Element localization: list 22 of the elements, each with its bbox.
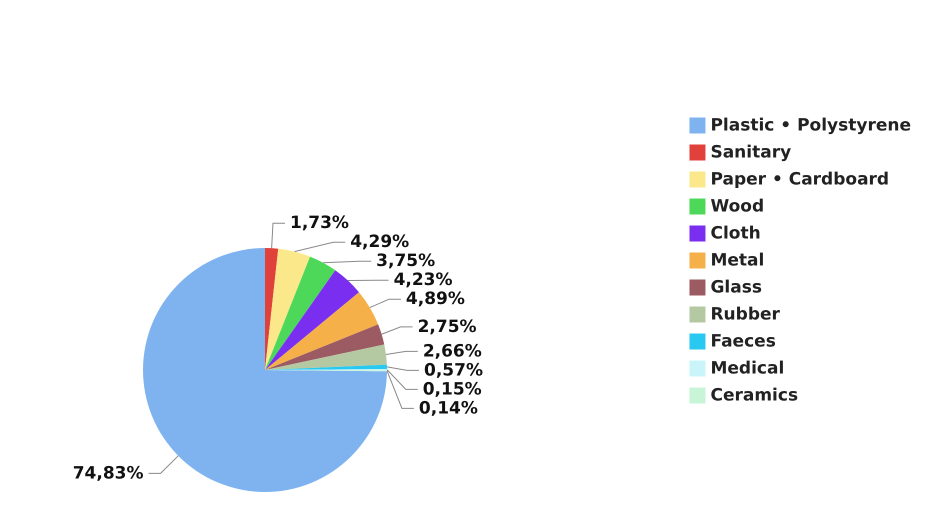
data-label: 4,89% bbox=[406, 289, 465, 310]
legend-label: Wood bbox=[710, 196, 764, 216]
legend-label: Plastic • Polystyrene bbox=[710, 116, 911, 136]
legend-label: Glass bbox=[710, 278, 762, 298]
legend-label: Ceramics bbox=[710, 386, 798, 406]
legend-label: Cloth bbox=[710, 224, 761, 244]
legend-label: Metal bbox=[710, 250, 764, 270]
legend-label: Sanitary bbox=[710, 142, 792, 162]
data-label: 2,66% bbox=[422, 341, 482, 362]
legend-label: Paper • Cardboard bbox=[710, 170, 890, 190]
data-label: 0,15% bbox=[422, 379, 482, 400]
legend-label: Medical bbox=[710, 358, 784, 378]
data-label: 0,57% bbox=[424, 360, 483, 380]
data-label: 4,29% bbox=[350, 232, 410, 252]
data-label: 1,73% bbox=[290, 213, 349, 234]
data-label: 0,14% bbox=[418, 398, 478, 418]
legend-label: Rubber bbox=[710, 304, 781, 324]
legend-label: Faeces bbox=[710, 332, 776, 352]
data-label: 74,83% bbox=[72, 463, 144, 484]
data-label: 4,23% bbox=[394, 270, 453, 290]
data-label: 2,75% bbox=[418, 316, 477, 337]
data-label: 3,75% bbox=[376, 251, 436, 272]
